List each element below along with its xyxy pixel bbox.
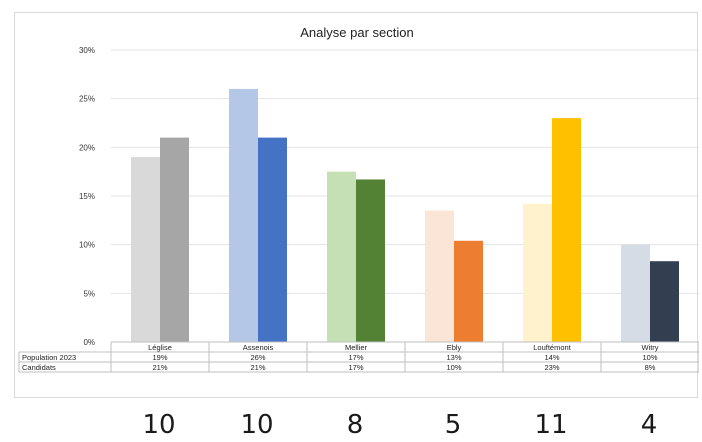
data-label: 17% <box>348 363 363 372</box>
data-label: 21% <box>152 363 167 372</box>
data-label: 10% <box>446 363 461 372</box>
bar <box>356 179 385 342</box>
count-label: 4 <box>640 410 658 440</box>
x-tick-label: Léglise <box>148 343 172 352</box>
chart-title: Analyse par section <box>300 25 413 40</box>
chart-svg: Analyse par section 0% 5% 10% 15% 20% 25% 30% Lé… <box>18 25 699 373</box>
y-tick-label: 30% <box>79 46 95 55</box>
bar <box>552 118 581 342</box>
table-row-name: Candidats <box>22 363 56 372</box>
y-tick-label: 15% <box>79 192 95 201</box>
bar <box>131 157 160 342</box>
data-label: 23% <box>544 363 559 372</box>
y-tick-label: 5% <box>83 289 95 298</box>
x-tick-label: Ebly <box>447 343 462 352</box>
x-tick-label: Louftémont <box>533 343 571 352</box>
bar <box>160 137 189 342</box>
count-label: 11 <box>534 410 568 440</box>
bar <box>327 171 356 342</box>
y-tick-label: 20% <box>79 143 95 152</box>
data-label: 8% <box>645 363 656 372</box>
y-tick-label: 0% <box>83 338 95 347</box>
count-label: 10 <box>240 410 274 440</box>
bar <box>229 88 258 342</box>
data-label: 17% <box>348 353 363 362</box>
data-label: 26% <box>250 353 265 362</box>
data-label: 21% <box>250 363 265 372</box>
section-counts: 10 10 8 5 11 4 <box>0 402 702 442</box>
count-label: 5 <box>444 410 462 440</box>
bar <box>523 203 552 342</box>
bar <box>425 210 454 342</box>
data-label: 10% <box>642 353 657 362</box>
data-label: 14% <box>544 353 559 362</box>
x-tick-label: Witry <box>641 343 658 352</box>
chart-frame: Analyse par section 0% 5% 10% 15% 20% 25% 30% Lé… <box>14 12 699 398</box>
table-row-name: Population 2023 <box>22 353 76 362</box>
x-tick-label: Assenois <box>243 343 274 352</box>
count-label: 10 <box>142 410 176 440</box>
count-label: 8 <box>346 410 364 440</box>
data-label: 13% <box>446 353 461 362</box>
bar <box>258 137 287 342</box>
bar <box>650 261 679 342</box>
y-tick-label: 25% <box>79 95 95 104</box>
x-tick-label: Mellier <box>345 343 368 352</box>
bar <box>454 240 483 342</box>
y-tick-label: 10% <box>79 241 95 250</box>
data-label: 19% <box>152 353 167 362</box>
bar <box>621 244 650 342</box>
